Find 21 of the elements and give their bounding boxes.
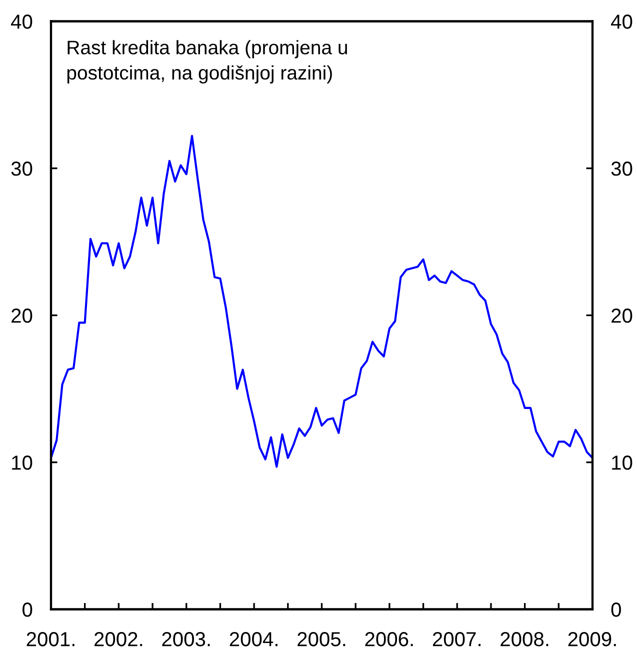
x-tick-label: 2001. bbox=[26, 632, 74, 646]
x-tick-label: 2004. bbox=[230, 632, 278, 646]
y2-tick-label: 30 bbox=[611, 162, 632, 176]
y-tick-label: 10 bbox=[12, 456, 32, 470]
x-tick-label: 2002. bbox=[94, 632, 142, 646]
x-tick-label: 2006. bbox=[365, 632, 413, 646]
x-tick-label: 2009. bbox=[568, 632, 616, 646]
y-tick-label: 20 bbox=[12, 308, 32, 323]
line-series bbox=[51, 134, 592, 468]
y2-tick-label: 40 bbox=[611, 14, 632, 29]
y2-tick-label: 0 bbox=[611, 602, 621, 617]
x-tick-label: 2008. bbox=[500, 632, 548, 646]
y-tick-label: 0 bbox=[22, 602, 32, 617]
y2-tick-label: 10 bbox=[612, 456, 632, 470]
x-tick-label: 2003. bbox=[162, 632, 210, 646]
y-tick-label: 30 bbox=[11, 162, 32, 176]
y-tick-label: 40 bbox=[11, 14, 32, 29]
x-tick-label: 2005. bbox=[298, 632, 346, 646]
y2-tick-label: 20 bbox=[612, 308, 632, 323]
x-tick-label: 2007. bbox=[432, 632, 480, 646]
text: Rast kredita banaka (promjena u postotcima, na godišnjoj razini) bbox=[67, 40, 347, 84]
